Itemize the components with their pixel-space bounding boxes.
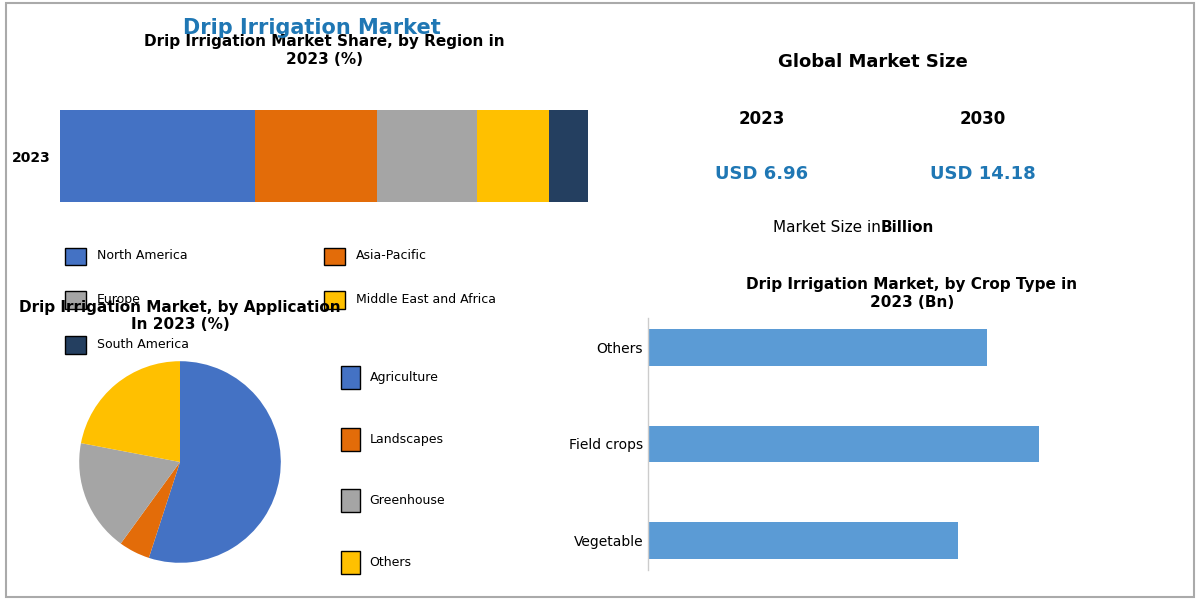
Text: Market Size in: Market Size in [773, 220, 886, 235]
FancyBboxPatch shape [341, 551, 360, 574]
Bar [648, 329, 988, 366]
Bar [550, 110, 588, 202]
FancyBboxPatch shape [341, 428, 360, 451]
Text: Billion: Billion [881, 220, 934, 235]
FancyBboxPatch shape [324, 292, 346, 308]
Text: USD 6.96: USD 6.96 [715, 165, 809, 183]
Bar [476, 110, 550, 202]
Title: Drip Irrigation Market, by Application
In 2023 (%): Drip Irrigation Market, by Application I… [19, 299, 341, 332]
FancyBboxPatch shape [341, 366, 360, 389]
Text: South America: South America [97, 338, 188, 351]
FancyBboxPatch shape [65, 292, 86, 308]
FancyBboxPatch shape [65, 248, 86, 265]
Bar [648, 522, 958, 559]
Text: Global Market Size: Global Market Size [778, 53, 967, 71]
Text: Greenhouse: Greenhouse [370, 494, 445, 507]
Wedge shape [149, 361, 281, 563]
Wedge shape [79, 443, 180, 544]
Text: Drip Irrigation Market: Drip Irrigation Market [184, 18, 440, 38]
Wedge shape [121, 462, 180, 558]
Bar [648, 426, 1039, 462]
Text: USD 14.18: USD 14.18 [930, 165, 1036, 183]
Title: Drip Irrigation Market Share, by Region in
2023 (%): Drip Irrigation Market Share, by Region … [144, 34, 504, 67]
Bar [60, 110, 254, 202]
Text: Agriculture: Agriculture [370, 371, 438, 384]
Bar [377, 110, 476, 202]
Text: 2023: 2023 [739, 110, 785, 128]
Bar [254, 110, 377, 202]
Wedge shape [80, 361, 180, 462]
Text: Asia-Pacific: Asia-Pacific [355, 250, 427, 262]
FancyBboxPatch shape [65, 337, 86, 353]
Text: Middle East and Africa: Middle East and Africa [355, 293, 496, 306]
Text: Europe: Europe [97, 293, 140, 306]
Text: Landscapes: Landscapes [370, 433, 444, 446]
Text: Others: Others [370, 556, 412, 569]
FancyBboxPatch shape [324, 248, 346, 265]
Text: 2030: 2030 [960, 110, 1006, 128]
Text: North America: North America [97, 250, 187, 262]
Title: Drip Irrigation Market, by Crop Type in
2023 (Bn): Drip Irrigation Market, by Crop Type in … [746, 277, 1078, 310]
FancyBboxPatch shape [341, 490, 360, 512]
